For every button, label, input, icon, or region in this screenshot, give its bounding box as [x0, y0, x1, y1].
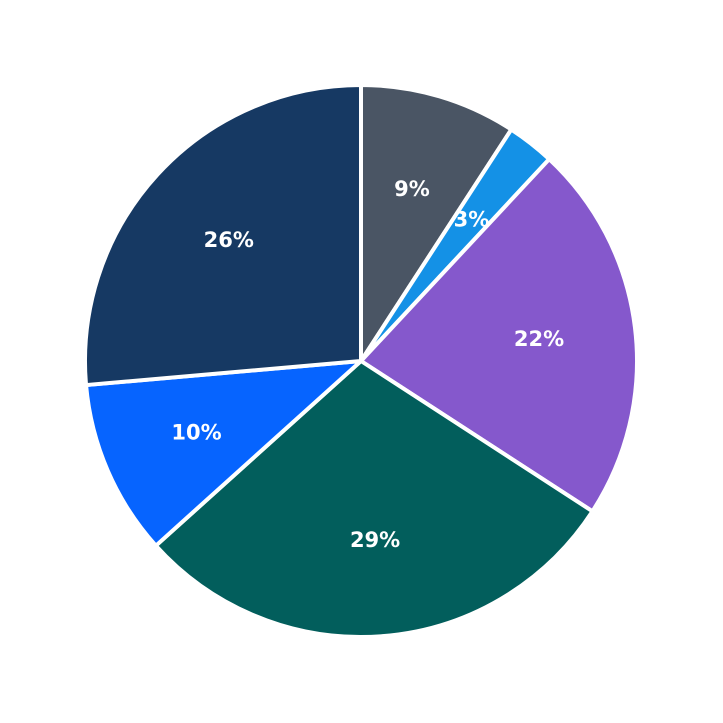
- pie-slice: [83, 83, 363, 388]
- pie-labels: 9% 3% 22% 29% 10% 26%: [171, 177, 564, 552]
- slice-label: 22%: [514, 327, 564, 351]
- slice-label: 3%: [454, 208, 490, 232]
- slice-label: 9%: [394, 177, 430, 201]
- pie-slices: [83, 83, 639, 639]
- pie-slice: [84, 359, 363, 548]
- pie-slice: [359, 157, 639, 514]
- pie-slice: [359, 83, 514, 363]
- slice-label: 26%: [204, 228, 254, 252]
- pie-slice: [153, 359, 595, 639]
- slice-label: 29%: [350, 528, 400, 552]
- slice-label: 10%: [171, 421, 221, 445]
